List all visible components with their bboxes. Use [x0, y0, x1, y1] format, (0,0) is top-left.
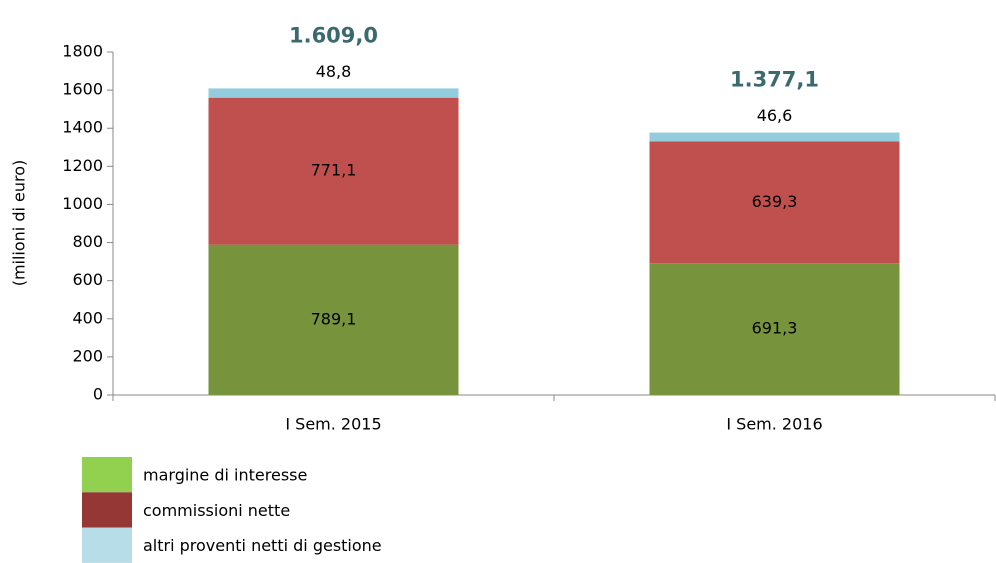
bar-segment: [208, 244, 459, 395]
y-tick-label: 200: [72, 346, 103, 365]
value-label: 789,1: [311, 309, 357, 328]
bar-segment: [649, 132, 900, 142]
y-tick-label: 400: [72, 308, 103, 327]
y-tick-label: 0: [93, 385, 103, 404]
y-tick-label: 600: [72, 270, 103, 289]
total-label: 1.609,0: [289, 23, 378, 47]
legend-label: margine di interesse: [143, 466, 307, 485]
x-tick-label: I Sem. 2016: [726, 415, 822, 434]
bar-segment: [649, 141, 900, 264]
y-tick-label: 1000: [62, 194, 103, 213]
value-label: 46,6: [757, 106, 793, 125]
y-tick-label: 800: [72, 232, 103, 251]
bar-segment: [649, 263, 900, 395]
y-tick-label: 1800: [62, 42, 103, 61]
legend-label: commissioni nette: [143, 501, 290, 520]
y-tick-label: 1200: [62, 156, 103, 175]
y-tick-label: 1400: [62, 118, 103, 137]
value-label: 691,3: [752, 319, 798, 338]
y-tick-label: 1600: [62, 80, 103, 99]
value-label: 639,3: [752, 192, 798, 211]
legend-label: altri proventi netti di gestione: [143, 536, 382, 555]
legend-swatch: [82, 492, 132, 528]
value-label: 48,8: [316, 62, 352, 81]
total-label: 1.377,1: [730, 68, 819, 92]
value-label: 771,1: [311, 161, 357, 180]
y-axis-label: (milioni di euro): [10, 160, 29, 287]
legend-swatch: [82, 527, 132, 563]
legend-swatch: [82, 457, 132, 493]
bar-segment: [208, 97, 459, 245]
bar-segment: [208, 88, 459, 98]
x-tick-label: I Sem. 2015: [285, 415, 381, 434]
